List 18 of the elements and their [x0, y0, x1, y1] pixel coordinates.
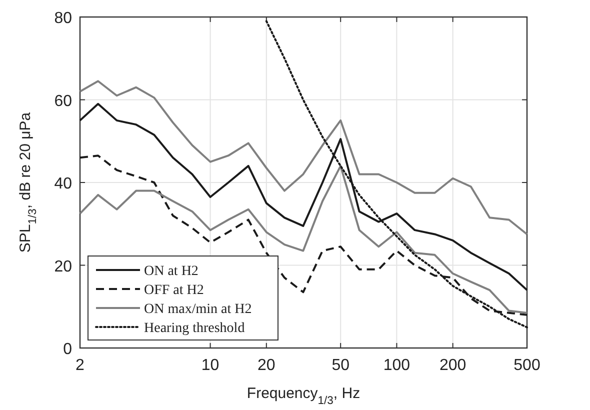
- legend-label: ON at H2: [144, 264, 198, 279]
- legend-label: ON max/min at H2: [144, 302, 252, 317]
- x-tick-label: 10: [201, 357, 220, 374]
- y-tick-label: 20: [54, 258, 72, 276]
- x-tick-label: 200: [439, 357, 466, 374]
- line-series: [79, 80, 528, 236]
- y-tick-label: 80: [54, 10, 72, 27]
- legend-label: Hearing threshold: [144, 321, 245, 336]
- y-tick-label: 40: [54, 176, 72, 192]
- y-tick-label: 60: [54, 92, 72, 110]
- x-axis-title: Frequency$_{1/3}$, Hz: [246, 385, 360, 407]
- x-tick-label: 100: [383, 357, 410, 374]
- x-tick-label: 2: [76, 357, 85, 374]
- x-tick-label: 20: [258, 357, 276, 374]
- legend-label: OFF at H2: [144, 283, 204, 298]
- x-tick-label: 500: [514, 357, 540, 374]
- x-tick-label: 50: [332, 357, 350, 374]
- y-tick-label: 0: [63, 341, 72, 358]
